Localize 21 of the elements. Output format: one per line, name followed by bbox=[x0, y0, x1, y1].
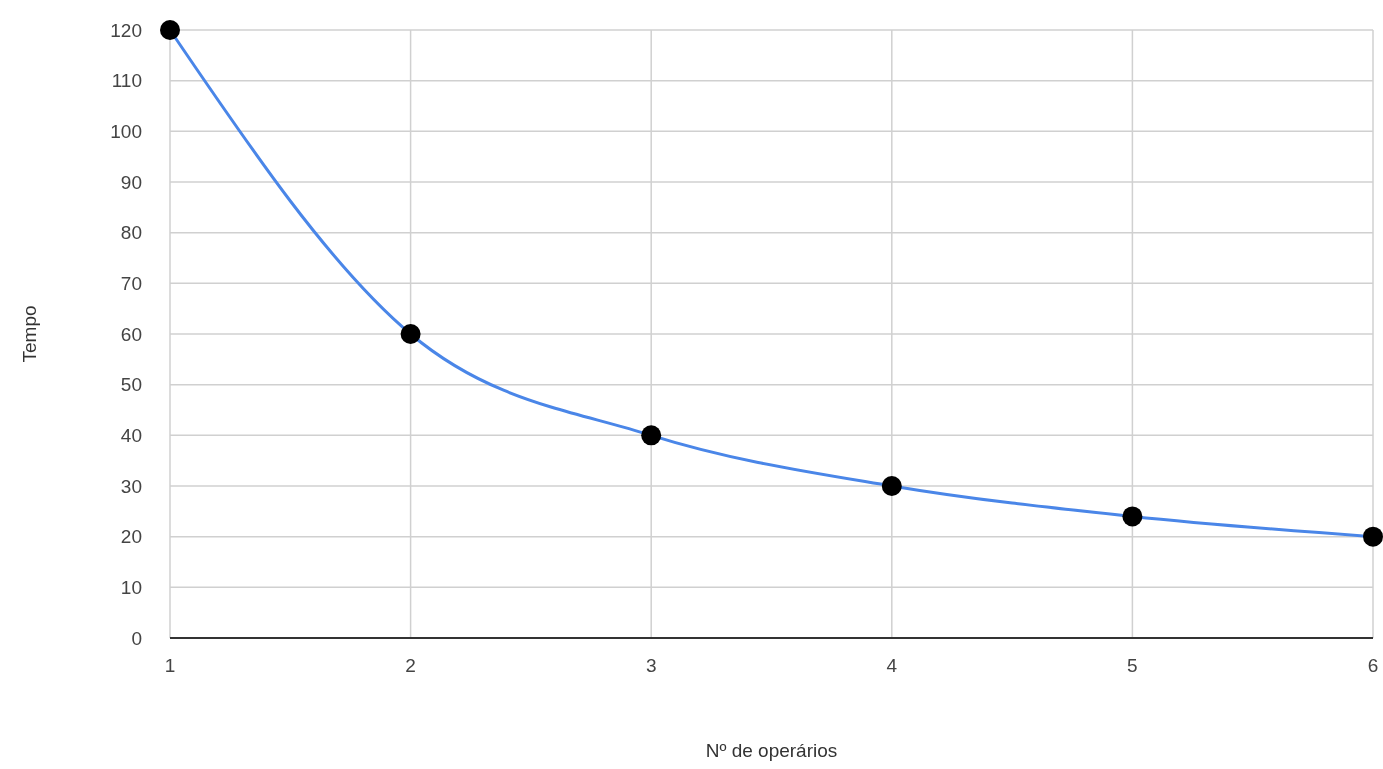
y-tick-label: 0 bbox=[131, 627, 142, 649]
y-tick-label: 100 bbox=[110, 120, 142, 142]
y-tick-label: 80 bbox=[120, 222, 142, 244]
x-tick-label: 5 bbox=[1127, 655, 1138, 676]
y-tick-label: 30 bbox=[120, 475, 142, 497]
y-tick-label: 10 bbox=[120, 576, 142, 598]
y-axis-title: Tempo bbox=[19, 305, 40, 363]
x-tick-label: 4 bbox=[886, 655, 898, 676]
y-tick-label: 20 bbox=[120, 526, 142, 548]
y-tick-label: 90 bbox=[120, 171, 142, 193]
x-tick-label: 6 bbox=[1367, 655, 1379, 676]
y-tick-label: 50 bbox=[120, 374, 142, 396]
y-tick-label: 110 bbox=[111, 70, 142, 92]
y-tick-label: 120 bbox=[110, 19, 142, 41]
y-tick-label: 60 bbox=[120, 323, 142, 345]
y-tick-label: 70 bbox=[120, 272, 142, 294]
x-tick-label: 3 bbox=[645, 655, 657, 676]
x-axis-title: Nº de operários bbox=[705, 740, 838, 761]
x-tick-label: 2 bbox=[405, 655, 416, 676]
y-tick-label: 40 bbox=[120, 424, 142, 446]
x-tick-label: 1 bbox=[164, 655, 176, 676]
